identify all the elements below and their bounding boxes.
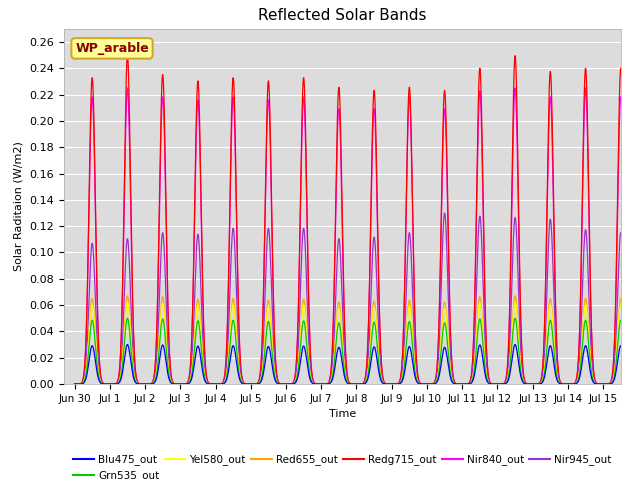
Title: Reflected Solar Bands: Reflected Solar Bands — [258, 9, 427, 24]
Text: WP_arable: WP_arable — [75, 42, 149, 55]
Legend: Blu475_out, Grn535_out, Yel580_out, Red655_out, Redg715_out, Nir840_out, Nir945_: Blu475_out, Grn535_out, Yel580_out, Red6… — [69, 450, 616, 480]
X-axis label: Time: Time — [329, 409, 356, 419]
Y-axis label: Solar Raditaion (W/m2): Solar Raditaion (W/m2) — [14, 142, 24, 271]
